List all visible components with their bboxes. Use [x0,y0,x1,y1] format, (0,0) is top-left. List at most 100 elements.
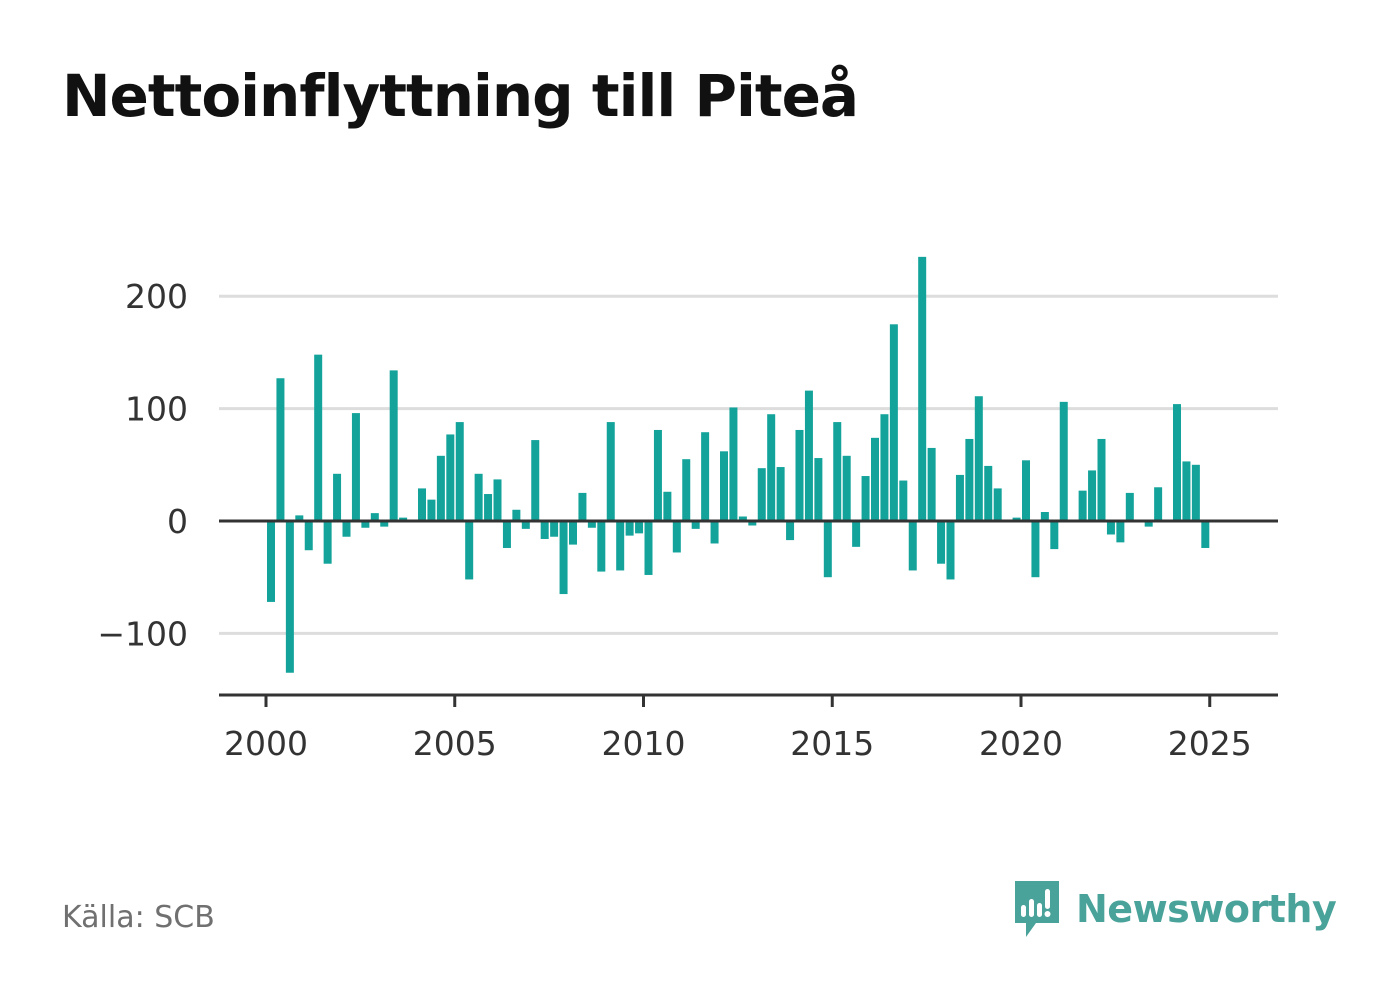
bar [729,407,738,521]
bar [672,521,681,553]
bar [833,422,842,521]
bar [380,521,389,527]
bar [285,521,294,673]
source-note: Källa: SCB [62,900,215,935]
bar [899,480,908,521]
bar [267,521,275,602]
bar [304,521,313,551]
bar [861,476,870,521]
bar [738,516,747,521]
bar [333,473,342,521]
bar [474,473,483,521]
bar [616,521,625,571]
bar [625,521,634,536]
bar [653,429,662,521]
bar [871,437,879,521]
y-axis-labels: 200 100 0 −100 [97,277,188,653]
bar [295,515,304,521]
bar [455,422,464,521]
x-tick-label: 2015 [790,724,874,763]
x-tick-label: 2010 [602,724,686,763]
bar [578,492,587,521]
bar [1106,521,1115,535]
bars [267,256,1210,673]
newsworthy-logo-text: Newsworthy [1076,887,1337,931]
y-tick-label: 200 [125,277,188,316]
bar [1173,404,1181,521]
bar [993,488,1002,521]
y-tick-label: 100 [125,390,188,429]
bar [814,458,823,521]
bar [1022,460,1030,521]
bar [540,521,549,539]
bar [550,521,559,537]
bar [635,521,644,534]
bar [767,414,776,521]
bar [569,521,577,545]
bar [399,517,408,521]
bar [889,324,898,521]
bar [880,414,889,521]
y-tick-label: −100 [97,614,188,653]
bar [484,494,493,521]
bar [389,370,398,521]
bar [644,521,653,575]
bar [1116,521,1125,543]
bar [1012,517,1021,521]
bar [946,521,955,580]
bar [1191,464,1200,521]
bar [927,447,936,521]
bar [1125,492,1134,521]
bar [937,521,946,564]
bar [446,434,455,521]
bar [314,354,323,521]
x-axis-labels: 2000 2005 2010 2015 2020 2025 [224,724,1252,763]
bar [1031,521,1040,578]
bar [531,440,540,521]
bar [465,521,474,580]
bar [710,521,719,544]
bar [701,432,710,521]
bar [795,429,804,521]
bar [1097,438,1106,521]
bar [1059,401,1068,521]
bar [493,479,502,521]
bar [276,378,285,521]
bar [587,521,596,528]
bar [823,521,832,578]
grid-lines [219,294,1278,635]
x-axis [219,519,1278,707]
bar [427,499,436,521]
bar [748,521,757,526]
bar [361,521,370,528]
newsworthy-logo-icon [1015,881,1059,937]
bar [776,467,785,521]
bar [502,521,511,548]
bar [720,451,728,521]
bar [908,521,917,571]
bar [418,488,426,521]
bar [984,465,993,521]
bar [965,438,974,521]
bar [1088,470,1097,521]
bar [521,521,530,529]
y-tick-label: 0 [167,502,188,541]
bar [1154,487,1163,521]
bar [682,459,691,521]
bar [786,521,795,541]
bar [342,521,351,537]
bar [1078,490,1087,521]
bar [1201,521,1210,548]
bar [606,422,615,521]
bar [1050,521,1059,550]
chart-title: Nettoinflyttning till Piteå [62,62,859,130]
bar [918,256,927,521]
bar [1144,521,1153,527]
x-tick-label: 2020 [979,724,1063,763]
bar [559,521,568,595]
bar [1040,512,1049,521]
bar [974,396,983,521]
bar [512,509,521,521]
bar [955,474,964,521]
